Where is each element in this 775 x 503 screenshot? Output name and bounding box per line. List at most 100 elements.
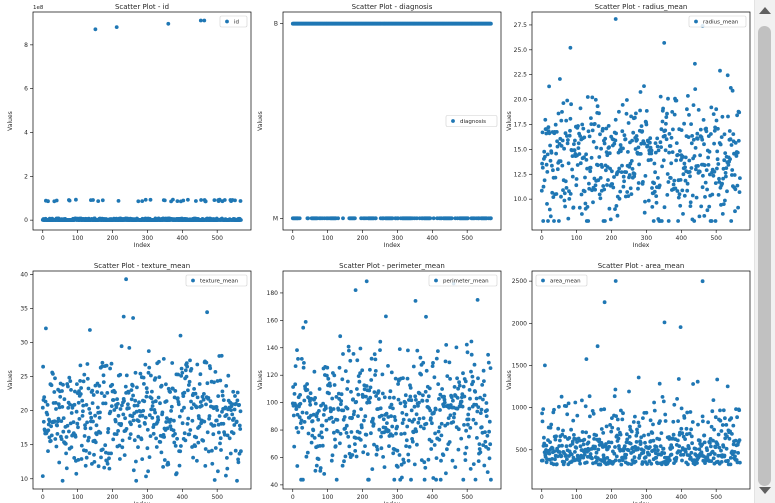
data-point (325, 365, 330, 370)
data-point (587, 134, 592, 139)
y-axis-label: Values (506, 111, 513, 131)
data-point (217, 414, 222, 418)
data-point (308, 391, 313, 396)
data-point (689, 141, 694, 146)
data-point (202, 419, 207, 424)
data-point (656, 148, 661, 153)
data-point (578, 444, 583, 449)
data-point (85, 420, 89, 425)
x-axis-label: Index (384, 501, 401, 503)
x-tick-label: 100 (571, 494, 583, 501)
data-point (300, 410, 305, 415)
data-point (471, 462, 476, 466)
data-point (610, 416, 614, 420)
x-tick-label: 300 (392, 235, 404, 242)
data-point (354, 436, 358, 440)
data-point (663, 419, 668, 423)
data-point (90, 401, 95, 405)
data-point (118, 372, 123, 377)
data-point (682, 161, 687, 166)
data-point (685, 107, 689, 112)
data-point (593, 97, 598, 102)
data-point (656, 176, 660, 180)
legend-marker (541, 278, 545, 283)
data-point (626, 448, 631, 453)
data-point (702, 142, 706, 147)
data-point (217, 197, 222, 202)
data-point (696, 422, 700, 427)
data-point (78, 379, 82, 383)
data-point (351, 352, 356, 356)
y-tick-label: 20 (20, 408, 28, 415)
data-point (334, 477, 339, 482)
data-point (674, 141, 679, 146)
vertical-scrollbar[interactable] (754, 0, 775, 503)
data-point (571, 205, 576, 210)
data-point (569, 427, 573, 432)
data-point (329, 415, 334, 420)
data-point (325, 373, 329, 378)
data-point (613, 279, 618, 283)
data-point (559, 118, 564, 123)
data-point (298, 393, 302, 397)
data-point (567, 436, 572, 440)
x-tick-label: 500 (211, 235, 223, 242)
data-point (447, 440, 452, 444)
data-point (599, 146, 603, 151)
data-point (699, 204, 704, 209)
data-point (558, 438, 562, 443)
data-point (129, 397, 134, 402)
data-point (568, 116, 573, 121)
data-point (173, 444, 178, 448)
data-point (370, 467, 375, 471)
data-point (667, 150, 671, 155)
scroll-up-arrow-icon[interactable] (759, 7, 771, 14)
scrollbar-thumb[interactable] (758, 26, 771, 486)
data-point (486, 360, 491, 365)
data-point (581, 126, 586, 131)
data-point (140, 457, 145, 461)
data-point (703, 195, 707, 199)
data-point (667, 132, 672, 136)
data-point (587, 186, 592, 191)
data-point (389, 370, 394, 375)
data-point (358, 346, 363, 351)
data-point (123, 416, 127, 421)
data-point (172, 440, 177, 445)
data-point (717, 176, 721, 181)
data-point (203, 199, 208, 204)
data-point (609, 440, 614, 445)
data-point (716, 162, 721, 166)
data-point (318, 444, 322, 448)
data-point (448, 377, 452, 381)
data-point (382, 465, 387, 469)
data-point (627, 389, 631, 394)
data-point (632, 455, 637, 460)
data-point (550, 446, 555, 451)
data-point (630, 167, 635, 171)
data-point (157, 375, 162, 379)
y-tick-label: 10 (20, 476, 28, 483)
data-point (103, 401, 108, 406)
data-point (428, 216, 433, 221)
data-point (358, 438, 363, 442)
data-point (136, 445, 140, 449)
data-point (221, 398, 226, 402)
scroll-down-arrow-icon[interactable] (759, 487, 771, 494)
data-point (127, 346, 132, 350)
data-point (396, 382, 400, 386)
data-point (687, 113, 691, 117)
data-point (566, 138, 570, 142)
data-point (389, 402, 394, 407)
data-point (93, 413, 97, 418)
data-point (197, 382, 202, 386)
data-point (733, 187, 738, 192)
data-point (658, 94, 663, 99)
data-point (598, 196, 603, 201)
data-point (554, 151, 558, 156)
data-point (159, 383, 164, 388)
data-point (99, 391, 104, 395)
data-point (720, 423, 725, 427)
data-point (729, 416, 734, 421)
data-point (379, 446, 384, 451)
